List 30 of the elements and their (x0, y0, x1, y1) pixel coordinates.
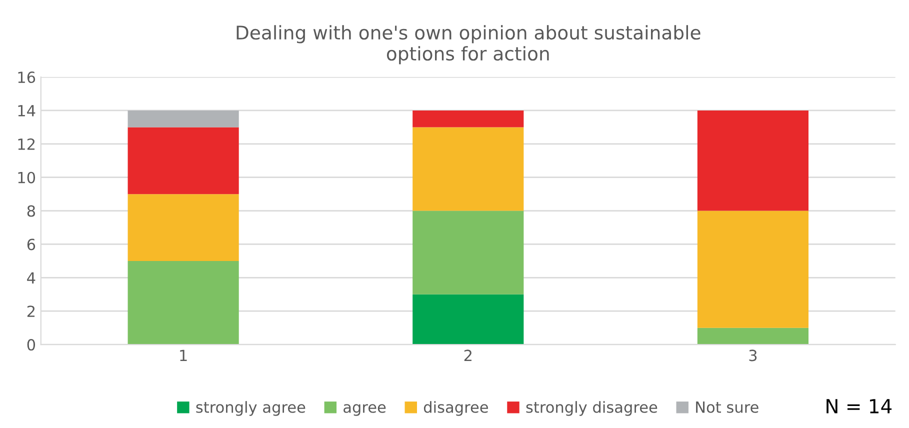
x-tick-label: 2 (464, 350, 472, 362)
y-tick-label: 4 (27, 272, 36, 284)
y-tick-label: 2 (27, 306, 35, 317)
bar (412, 110, 524, 128)
x-tick-label: 1 (180, 350, 187, 362)
y-tick-label: 14 (18, 105, 36, 116)
legend-label: strongly disagree (526, 401, 658, 416)
bar (128, 110, 239, 128)
y-tick-label: 12 (18, 138, 35, 150)
legend-label: disagree (424, 401, 488, 416)
bar (412, 127, 524, 211)
y-tick-label: 0 (27, 339, 36, 351)
bar (697, 210, 808, 328)
bar (697, 328, 808, 345)
bar (412, 294, 524, 345)
y-tick-label: 6 (27, 238, 36, 250)
bar (128, 127, 239, 194)
y-tick-label: 8 (27, 205, 35, 217)
y-tick-label: 16 (18, 72, 36, 84)
bar (128, 260, 239, 345)
legend-label: Not sure (696, 402, 758, 413)
y-tick-label: 10 (18, 172, 36, 184)
bar (697, 110, 808, 211)
x-tick-label: 3 (749, 350, 757, 362)
legend-label: agree (344, 404, 386, 416)
text: N = 14 (826, 399, 892, 414)
bar (412, 210, 524, 294)
chart-title: Dealing with one's own opinion about sustainable options for action (236, 25, 700, 64)
bar (128, 194, 239, 261)
legend-label: strongly agree (196, 401, 306, 416)
